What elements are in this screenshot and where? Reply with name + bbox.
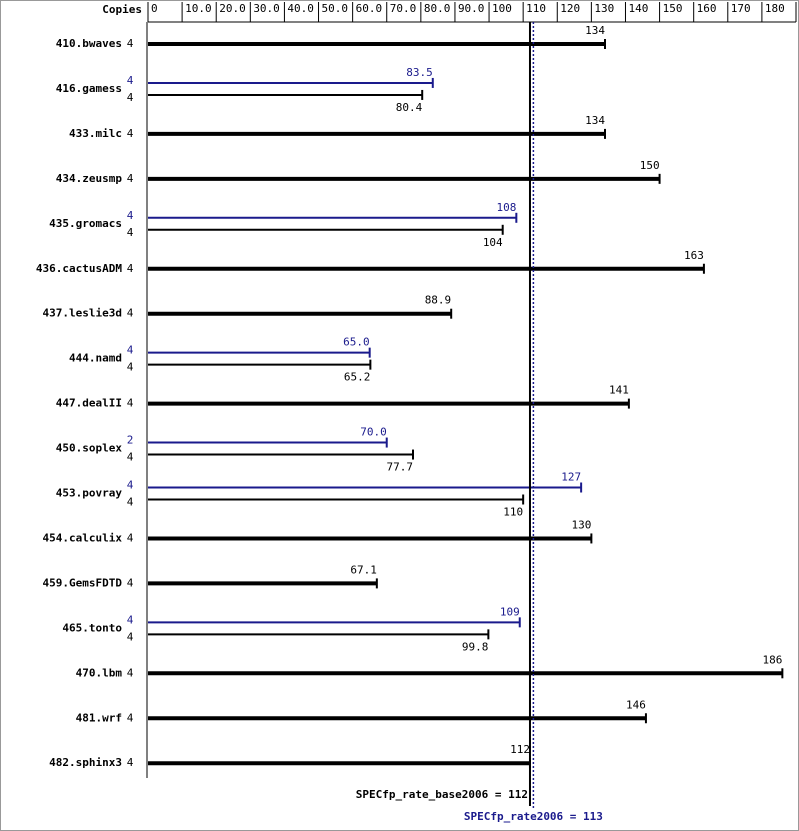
copies: 4 (127, 451, 134, 464)
value-label: 65.2 (344, 371, 371, 384)
copies: 4 (127, 361, 134, 374)
copies: 4 (127, 226, 134, 239)
copies: 4 (127, 74, 134, 87)
x-tick-label: 90.0 (458, 2, 485, 15)
category-label: 434.zeusmp (56, 172, 123, 185)
copies: 4 (127, 91, 134, 104)
category-label: 444.namd (69, 352, 122, 365)
x-tick-label: 80.0 (424, 2, 451, 15)
category-label: 416.gamess (56, 82, 122, 95)
copies: 4 (127, 397, 134, 410)
category-label: 482.sphinx3 (49, 756, 122, 769)
value-label: 134 (585, 24, 605, 37)
copies: 4 (127, 262, 134, 275)
value-label: 88.9 (425, 294, 452, 307)
value-label: 83.5 (406, 66, 433, 79)
x-tick-label: 30.0 (253, 2, 280, 15)
value-label: 150 (640, 159, 660, 172)
copies: 4 (127, 531, 134, 544)
category-label: 435.gromacs (49, 217, 122, 230)
x-tick-label: 0 (151, 2, 158, 15)
value-label: 80.4 (396, 101, 423, 114)
value-label: 99.8 (462, 640, 489, 653)
copies: 4 (127, 756, 134, 769)
copies: 4 (127, 576, 134, 589)
category-label: 470.lbm (76, 666, 123, 679)
value-label: 77.7 (386, 461, 413, 474)
category-label: 437.leslie3d (43, 307, 122, 320)
value-label: 146 (626, 698, 646, 711)
x-tick-label: 120 (560, 2, 580, 15)
value-label: 104 (483, 236, 503, 249)
category-label: 454.calculix (43, 531, 123, 544)
copies: 4 (127, 344, 134, 357)
x-tick-label: 110 (526, 2, 546, 15)
copies: 4 (127, 37, 134, 50)
category-label: 450.soplex (56, 442, 123, 455)
x-tick-label: 170 (731, 2, 751, 15)
value-label: 70.0 (360, 426, 387, 439)
copies: 4 (127, 127, 134, 140)
value-label: 109 (500, 605, 520, 618)
x-tick-label: 60.0 (356, 2, 383, 15)
category-label: 436.cactusADM (36, 262, 122, 275)
copies: 4 (127, 209, 134, 222)
value-label: 130 (571, 518, 591, 531)
copies: 4 (127, 630, 134, 643)
value-label: 112 (510, 743, 530, 756)
value-label: 141 (609, 384, 629, 397)
x-tick-label: 70.0 (390, 2, 417, 15)
copies: 4 (127, 613, 134, 626)
value-label: 163 (684, 249, 704, 262)
x-tick-label: 50.0 (322, 2, 349, 15)
category-label: 410.bwaves (56, 37, 122, 50)
category-label: 481.wrf (76, 711, 122, 724)
copies: 4 (127, 666, 134, 679)
x-tick-label: 40.0 (287, 2, 314, 15)
copies: 2 (127, 434, 134, 447)
value-label: 186 (762, 653, 782, 666)
x-tick-label: 180 (765, 2, 785, 15)
reference-label: SPECfp_rate_base2006 = 112 (356, 788, 528, 801)
x-tick-label: 20.0 (219, 2, 246, 15)
value-label: 67.1 (350, 563, 377, 576)
value-label: 65.0 (343, 336, 370, 349)
x-tick-label: 140 (628, 2, 648, 15)
copies: 4 (127, 307, 134, 320)
value-label: 134 (585, 114, 605, 127)
x-tick-label: 150 (663, 2, 683, 15)
x-tick-label: 160 (697, 2, 717, 15)
category-label: 433.milc (69, 127, 122, 140)
copies: 4 (127, 172, 134, 185)
category-label: 453.povray (56, 487, 123, 500)
category-label: 459.GemsFDTD (43, 576, 123, 589)
category-label: 447.dealII (56, 397, 122, 410)
value-label: 108 (496, 201, 516, 214)
x-tick-label: 10.0 (185, 2, 212, 15)
value-label: 127 (561, 471, 581, 484)
value-label: 110 (503, 506, 523, 519)
category-label: 465.tonto (62, 621, 122, 634)
x-tick-label: 130 (594, 2, 614, 15)
copies-header: Copies (102, 3, 142, 16)
copies: 4 (127, 479, 134, 492)
reference-label: SPECfp_rate2006 = 113 (464, 810, 603, 823)
copies: 4 (127, 496, 134, 509)
x-tick-label: 100 (492, 2, 512, 15)
copies: 4 (127, 711, 134, 724)
